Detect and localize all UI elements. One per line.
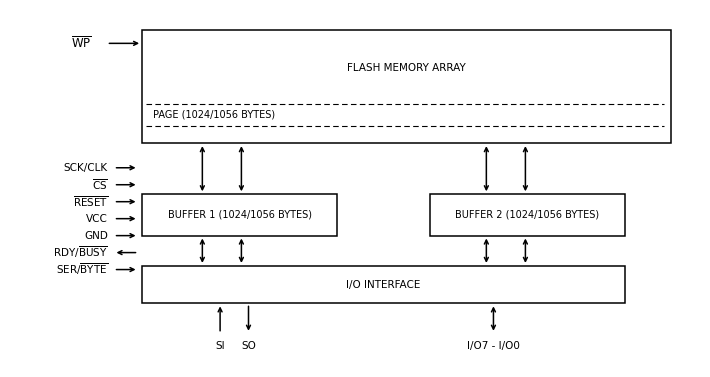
Text: RDY/$\overline{\mathregular{BUSY}}$: RDY/$\overline{\mathregular{BUSY}}$ [53,245,108,261]
Text: $\overline{\mathregular{RESET}}$: $\overline{\mathregular{RESET}}$ [72,194,108,209]
Bar [142,266,625,303]
Bar [142,30,671,143]
Text: FLASH MEMORY ARRAY: FLASH MEMORY ARRAY [346,63,466,73]
Text: BUFFER 2 (1024/1056 BYTES): BUFFER 2 (1024/1056 BYTES) [455,210,599,220]
Text: SER/$\overline{\mathregular{BYTE}}$: SER/$\overline{\mathregular{BYTE}}$ [55,262,108,277]
Bar [142,194,337,236]
Text: I/O7 - I/O0: I/O7 - I/O0 [467,341,520,351]
Text: SCK/CLK: SCK/CLK [64,163,108,173]
Text: $\overline{\mathregular{CS}}$: $\overline{\mathregular{CS}}$ [92,177,108,192]
Text: VCC: VCC [86,214,108,224]
Text: BUFFER 1 (1024/1056 BYTES): BUFFER 1 (1024/1056 BYTES) [168,210,312,220]
Text: PAGE (1024/1056 BYTES): PAGE (1024/1056 BYTES) [153,110,275,120]
Text: SO: SO [241,341,256,351]
Bar [430,194,625,236]
Text: $\overline{\mathregular{WP}}$: $\overline{\mathregular{WP}}$ [71,35,92,51]
Text: SI: SI [215,341,225,351]
Text: I/O INTERFACE: I/O INTERFACE [346,280,420,290]
Text: GND: GND [84,231,108,241]
